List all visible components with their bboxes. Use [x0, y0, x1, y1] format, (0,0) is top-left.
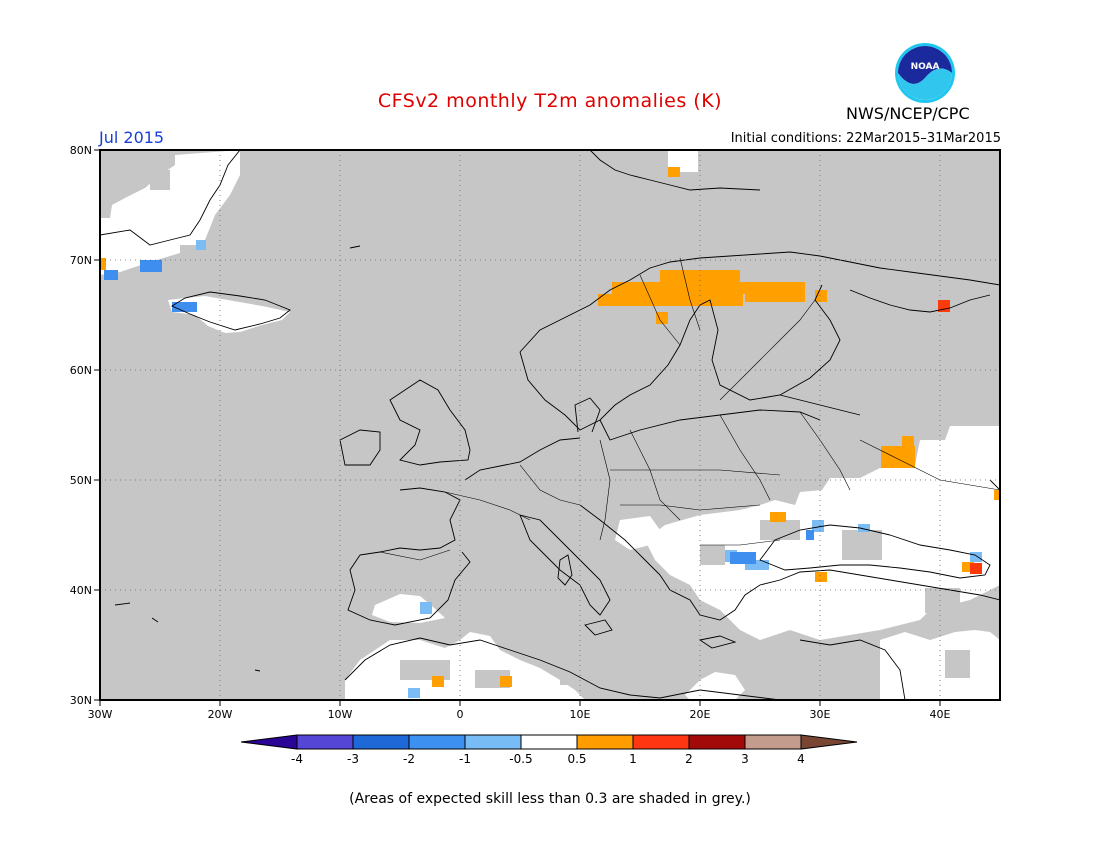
- warm-anomaly-cells: [100, 167, 1000, 687]
- neutral-areas: [100, 150, 1000, 700]
- anomaly-fields: [100, 150, 1000, 700]
- color-bar-cell: [464, 734, 522, 750]
- color-bar-cell: [744, 734, 802, 750]
- color-bar-label: 0.5: [567, 752, 586, 766]
- lat-label-30n: 30N: [70, 694, 92, 707]
- lat-label-70n: 70N: [70, 254, 92, 267]
- initial-conditions: Initial conditions: 22Mar2015–31Mar2015: [730, 131, 1001, 146]
- lon-label-10w: 10W: [328, 708, 353, 721]
- lat-label-80n: 80N: [70, 144, 92, 157]
- graticule: [100, 150, 1000, 700]
- color-bar-cell: [296, 734, 354, 750]
- color-bar-cell: [408, 734, 466, 750]
- color-bar-label: 3: [741, 752, 749, 766]
- lat-label-60n: 60N: [70, 364, 92, 377]
- lon-label-0: 0: [457, 708, 464, 721]
- axis-ticks: [94, 149, 941, 706]
- lon-label-20w: 20W: [208, 708, 233, 721]
- color-bar-label: -2: [403, 752, 415, 766]
- color-bar-label: -3: [347, 752, 359, 766]
- color-bar-label: 4: [797, 752, 805, 766]
- color-bar-label: 2: [685, 752, 693, 766]
- lon-label-40e: 40E: [930, 708, 951, 721]
- color-bar-label: -4: [291, 752, 303, 766]
- color-bar-label: -0.5: [509, 752, 532, 766]
- color-bar-labels: -4 -3 -2 -1 -0.5 0.5 1 2 3 4: [291, 752, 805, 766]
- color-bar-arrow-low: [240, 734, 298, 750]
- lat-label-50n: 50N: [70, 474, 92, 487]
- lon-label-30e: 30E: [810, 708, 831, 721]
- logo-text: NOAA: [911, 62, 940, 72]
- chart-title: CFSv2 monthly T2m anomalies (K): [377, 90, 723, 112]
- color-bar-cells: [240, 734, 858, 750]
- color-bar-arrow-high: [800, 734, 858, 750]
- color-bar-cell: [632, 734, 690, 750]
- forecast-month: Jul 2015: [99, 128, 165, 147]
- color-bar-cell: [688, 734, 746, 750]
- lon-label-20e: 20E: [690, 708, 711, 721]
- lon-label-10e: 10E: [570, 708, 591, 721]
- map-frame: [99, 149, 1001, 701]
- agency-label: NWS/NCEP/CPC: [846, 104, 970, 123]
- color-bar-label: 1: [629, 752, 637, 766]
- moderate-cool-cells: [104, 260, 814, 564]
- noaa-logo: NOAA: [895, 43, 955, 103]
- color-bar-cell: [576, 734, 634, 750]
- color-bar-cell: [520, 734, 578, 750]
- skill-footnote: (Areas of expected skill less than 0.3 a…: [349, 791, 751, 807]
- color-bar-label: -1: [459, 752, 471, 766]
- lon-label-30w: 30W: [88, 708, 113, 721]
- lat-label-40n: 40N: [70, 584, 92, 597]
- color-bar-cell: [352, 734, 410, 750]
